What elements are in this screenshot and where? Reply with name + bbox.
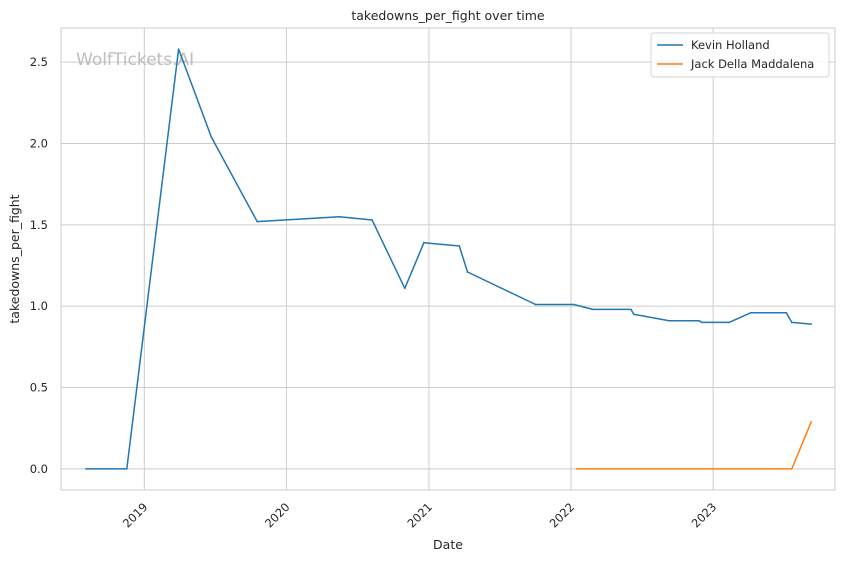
- data-point: [403, 287, 406, 290]
- data-point: [750, 311, 752, 314]
- data-point: [572, 303, 575, 306]
- data-point: [256, 220, 259, 223]
- data-point: [534, 303, 537, 306]
- data-point: [668, 320, 670, 322]
- y-axis-ticks: 0.0 0.5 1.0 1.5 2.0 2.5: [30, 55, 48, 476]
- y-tick-label: 1.0: [30, 299, 48, 313]
- data-point: [85, 468, 87, 470]
- data-point: [698, 320, 700, 322]
- y-axis-label: takedowns_per_fight: [7, 194, 22, 323]
- legend-label: Jack Della Maddalena: [690, 57, 814, 71]
- chart-title: takedowns_per_fight over time: [351, 8, 545, 23]
- watermark: WolfTickets.AI: [76, 50, 194, 70]
- data-point: [728, 321, 730, 324]
- plot-frame: [60, 27, 836, 491]
- x-axis-label: Date: [433, 537, 463, 552]
- data-point: [785, 311, 788, 314]
- data-point: [810, 420, 813, 423]
- data-point: [810, 323, 813, 325]
- data-point: [632, 313, 635, 316]
- legend: Kevin Holland Jack Della Maddalena: [650, 32, 830, 78]
- y-tick-label: 1.5: [30, 218, 48, 232]
- data-point: [630, 308, 632, 311]
- data-point: [701, 321, 703, 324]
- y-tick-label: 2.5: [30, 55, 48, 69]
- y-tick-label: 0.0: [30, 462, 48, 476]
- data-point: [575, 468, 578, 470]
- data-point: [177, 48, 180, 50]
- data-point: [458, 245, 461, 247]
- legend-label: Kevin Holland: [691, 38, 770, 52]
- data-point: [790, 321, 793, 324]
- data-point: [466, 271, 469, 273]
- legend-box: [650, 32, 830, 78]
- data-point: [423, 241, 425, 244]
- data-point: [210, 136, 213, 138]
- grid: [61, 28, 835, 490]
- data-point: [338, 215, 341, 218]
- y-tick-label: 2.0: [30, 137, 48, 151]
- series-lines: [85, 48, 813, 470]
- data-point: [790, 468, 793, 470]
- y-tick-label: 0.5: [30, 381, 48, 395]
- data-point: [592, 308, 594, 311]
- data-point: [125, 468, 128, 470]
- data-point: [371, 219, 373, 221]
- series-line-kevin-holland: [85, 48, 812, 470]
